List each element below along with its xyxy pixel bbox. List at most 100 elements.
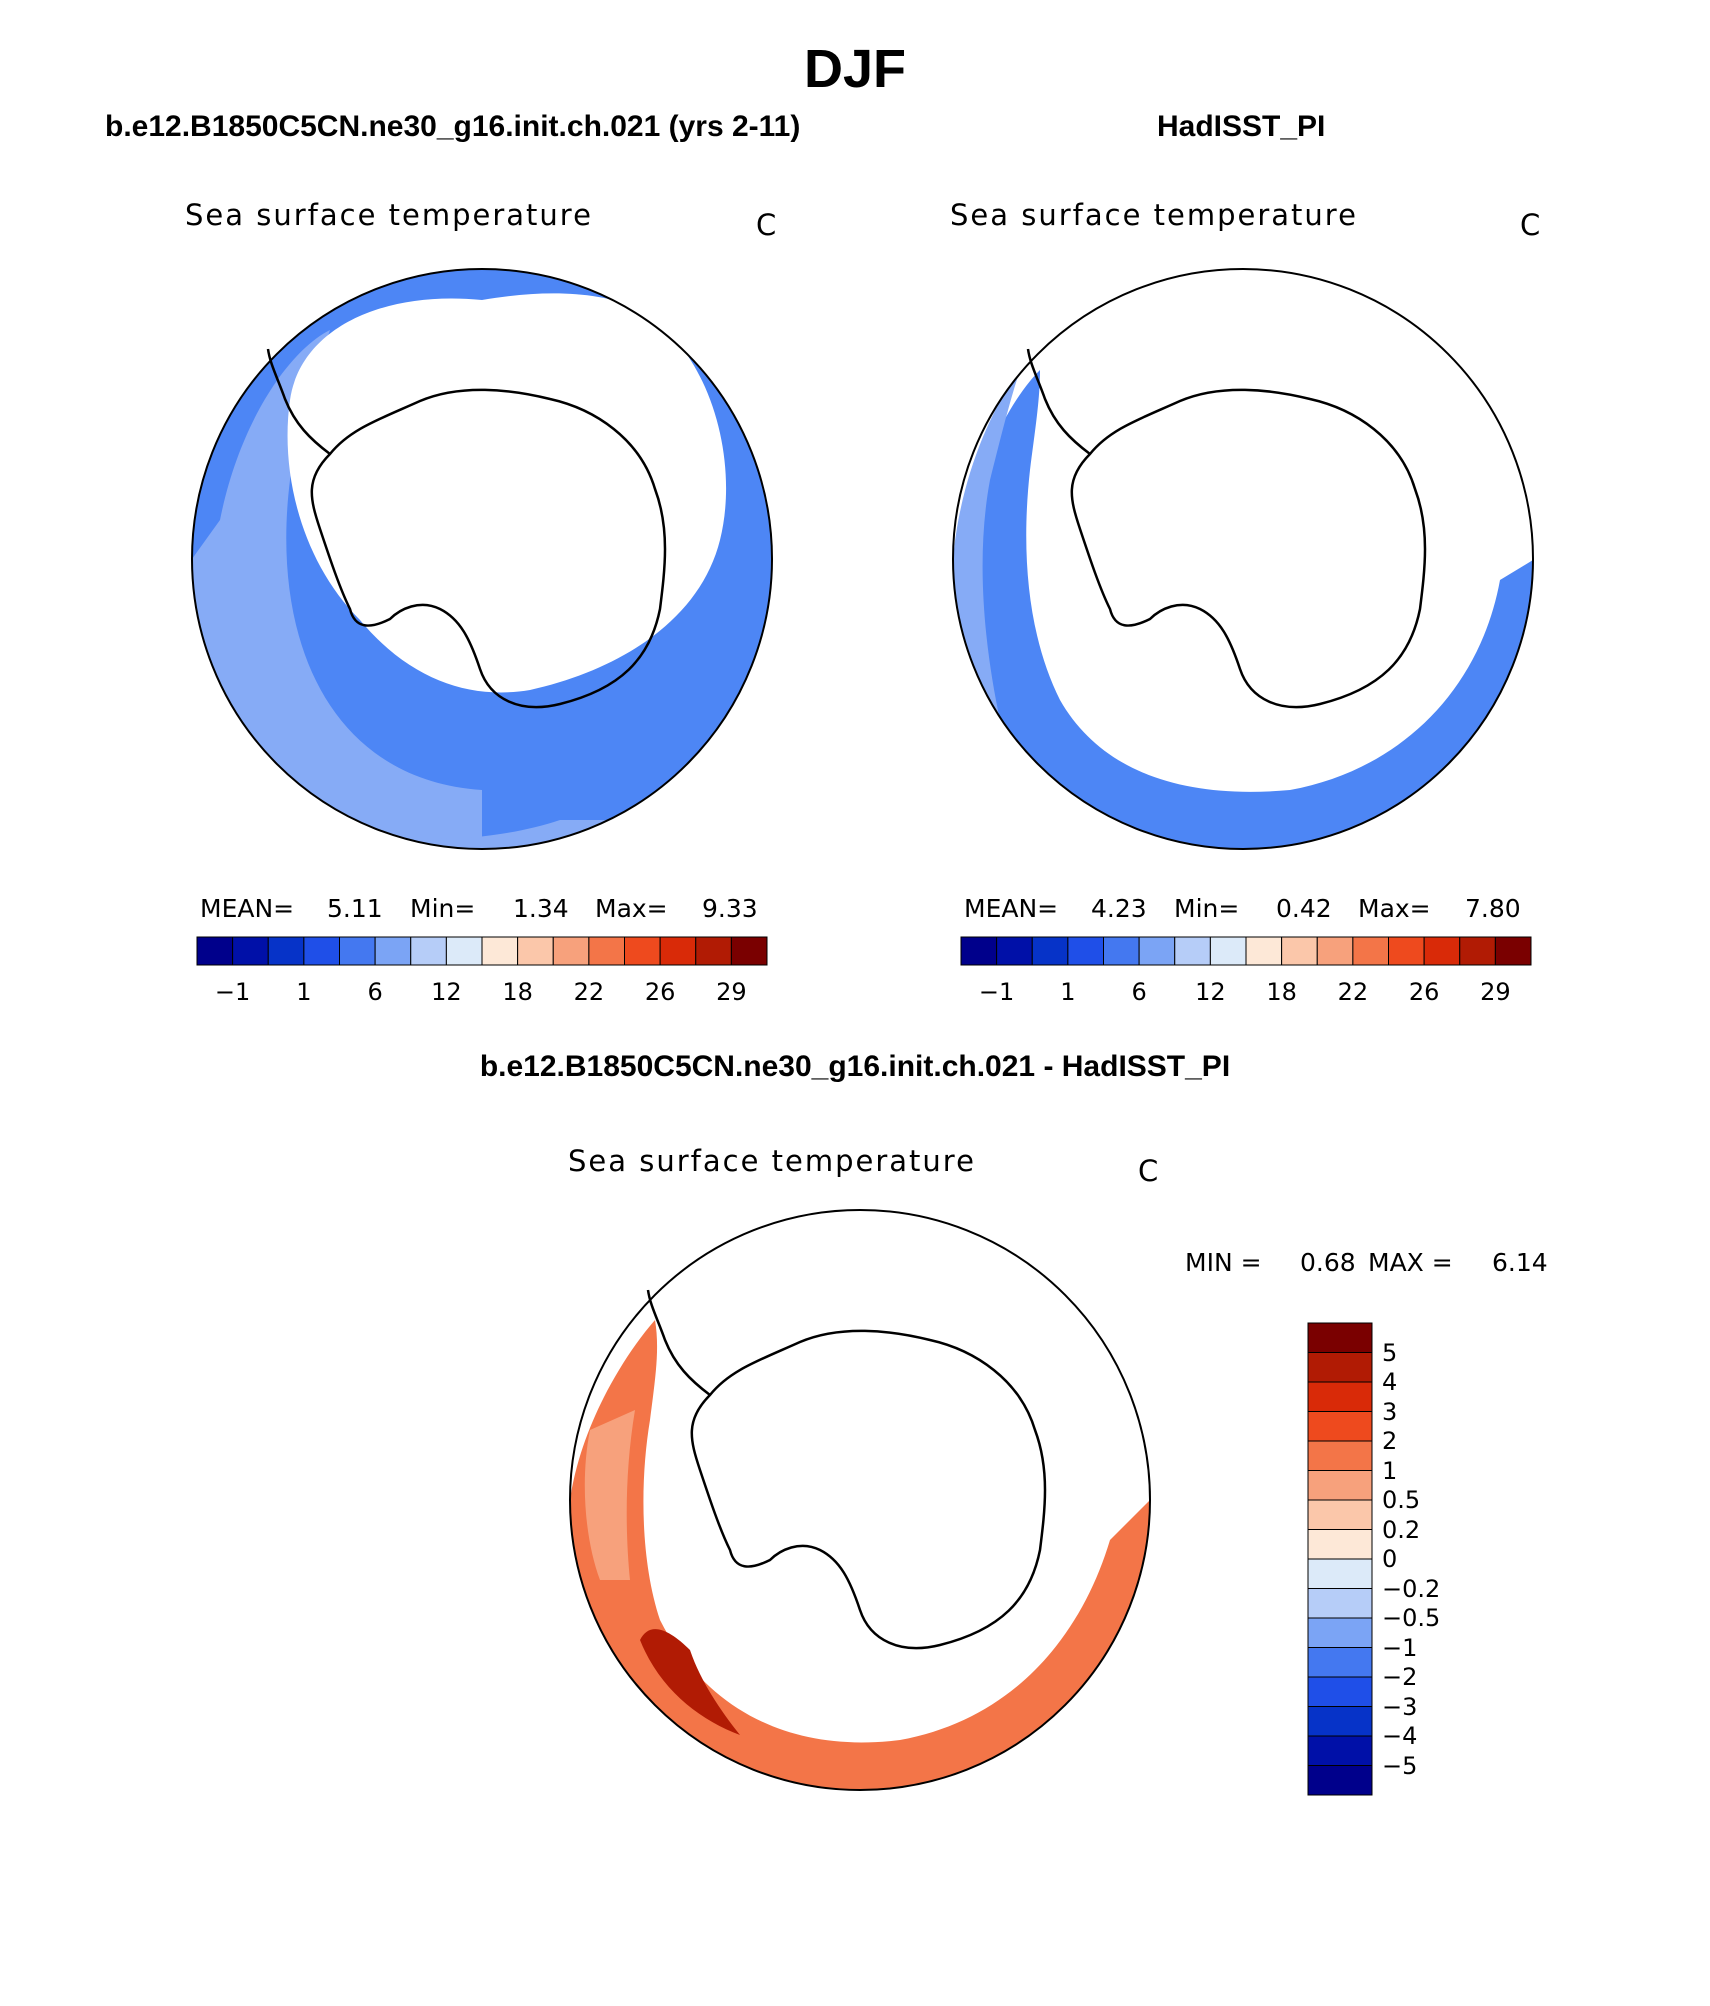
diff-panel-variable: Sea surface temperature xyxy=(568,1144,976,1178)
diff-colorbar-swatch xyxy=(1307,1676,1373,1707)
diff-map xyxy=(569,1209,1151,1791)
panel-1-colorbar-tick-label: −1 xyxy=(214,978,251,1006)
diff-colorbar-swatch xyxy=(1307,1470,1373,1501)
panel-2-colorbar-swatch xyxy=(1209,936,1247,966)
diff-colorbar-swatch xyxy=(1307,1647,1373,1678)
panel-2-cool-band xyxy=(953,370,1020,720)
diff-colorbar xyxy=(1307,1322,1373,1796)
panel-1-colorbar-swatch xyxy=(374,936,412,966)
diff-colorbar-swatch xyxy=(1307,1352,1373,1383)
diff-colorbar-tick-label: 3 xyxy=(1382,1397,1398,1426)
diff-warm-band xyxy=(570,1320,1150,1790)
panel-2-colorbar-swatch xyxy=(1423,936,1461,966)
panel-1-mean-label: MEAN= xyxy=(200,894,295,923)
panel-1-colorbar-swatch xyxy=(730,936,768,966)
diff-colorbar-swatch xyxy=(1307,1588,1373,1619)
diff-mild-band xyxy=(584,1410,635,1580)
panel-1-mean-value: 5.11 xyxy=(327,894,383,923)
panel-2-mean-label: MEAN= xyxy=(964,894,1059,923)
panel-2-colorbar-swatch xyxy=(1174,936,1211,966)
panel-1-colorbar-swatch xyxy=(588,936,625,966)
diff-colorbar-tick-label: −0.2 xyxy=(1382,1574,1441,1603)
panel-1-colorbar-swatch xyxy=(552,936,590,966)
season-title: DJF xyxy=(803,39,906,99)
panel-1-sea-ice xyxy=(287,293,727,693)
panel-2-colorbar-tick-label: 26 xyxy=(1408,978,1440,1006)
panel-2-colorbar-swatch xyxy=(1316,936,1354,966)
panel-1-colorbar-swatch xyxy=(624,936,661,966)
diff-max-label: MAX = xyxy=(1368,1248,1453,1277)
diff-min-value: 0.68 xyxy=(1300,1248,1356,1277)
diff-hot-spot xyxy=(640,1629,740,1735)
panel-2-units: C xyxy=(1520,208,1543,242)
panel-2-colorbar-swatch xyxy=(1281,936,1318,966)
diff-colorbar-swatch xyxy=(1307,1499,1373,1530)
panel-1-colorbar-swatch xyxy=(517,936,554,966)
panel-2-max-value: 7.80 xyxy=(1465,894,1521,923)
diff-colorbar-tick-label: 5 xyxy=(1382,1338,1398,1367)
panel-1-colorbar-swatch xyxy=(267,936,305,966)
diff-colorbar-swatch xyxy=(1307,1706,1373,1737)
panel-1-max-label: Max= xyxy=(595,894,668,923)
panel-2-colorbar-swatch xyxy=(1103,936,1140,966)
diff-colorbar-swatch xyxy=(1307,1617,1373,1648)
panel-2-colorbar-tick-label: −1 xyxy=(978,978,1015,1006)
diff-colorbar-swatch xyxy=(1307,1529,1373,1560)
panel-2-colorbar-tick-label: 6 xyxy=(1131,978,1147,1006)
panel-1-colorbar-swatch xyxy=(659,936,697,966)
panel-1-colorbar-tick-label: 29 xyxy=(716,978,747,1006)
diff-panel-units: C xyxy=(1138,1154,1161,1188)
panel-1-colorbar-tick-label: 26 xyxy=(644,978,676,1006)
panel-1-colorbar-swatch xyxy=(445,936,483,966)
panel-2-min-value: 0.42 xyxy=(1276,894,1332,923)
panel-2-colorbar-tick-label: 1 xyxy=(1060,978,1076,1006)
diff-panel-header: b.e12.B1850C5CN.ne30_g16.init.ch.021 - H… xyxy=(479,1050,1231,1083)
panel-1-colorbar-tick-label: 18 xyxy=(502,978,533,1006)
panel-2-sst-band xyxy=(953,370,1533,849)
panel-2-header: HadISST_PI xyxy=(1157,110,1326,143)
diff-colorbar-tick-label: −2 xyxy=(1382,1663,1418,1691)
diff-colorbar-tick-label: −1 xyxy=(1382,1633,1418,1662)
panel-1-colorbar-swatch xyxy=(695,936,732,966)
panel-1-units: C xyxy=(756,208,779,242)
diff-colorbar-tick-label: 0.2 xyxy=(1382,1515,1421,1544)
panel-2-colorbar-swatch xyxy=(1459,936,1496,966)
panel-1-colorbar-tick-label: 12 xyxy=(431,978,462,1006)
panel-1-header: b.e12.B1850C5CN.ne30_g16.init.ch.021 (yr… xyxy=(105,110,801,143)
panel-1-colorbar-swatch xyxy=(410,936,447,966)
panel-2-colorbar-swatch xyxy=(1494,936,1532,966)
panel-2-colorbar-swatch xyxy=(1388,936,1425,966)
diff-colorbar-swatch xyxy=(1307,1440,1373,1471)
panel-1-colorbar-swatch xyxy=(232,936,269,966)
diff-colorbar-swatch xyxy=(1307,1322,1373,1353)
diff-colorbar-tick-label: 1 xyxy=(1382,1456,1398,1485)
panel-1-cool-band xyxy=(192,330,482,849)
diff-colorbar-tick-label: 2 xyxy=(1382,1427,1398,1455)
diff-colorbar-swatch xyxy=(1307,1411,1373,1442)
panel-1-map xyxy=(191,268,773,850)
diff-colorbar-tick-label: −0.5 xyxy=(1382,1604,1441,1632)
panel-1-colorbar xyxy=(196,936,768,966)
panel-2-colorbar-tick-label: 22 xyxy=(1337,978,1369,1006)
panel-2-colorbar-tick-label: 12 xyxy=(1195,978,1226,1006)
diff-colorbar-tick-label: −3 xyxy=(1382,1692,1418,1721)
panel-1-colorbar-tick-label: 6 xyxy=(367,978,383,1006)
panel-2-colorbar-swatch xyxy=(996,936,1033,966)
panel-2-colorbar-swatch xyxy=(1245,936,1283,966)
panel-2-max-label: Max= xyxy=(1358,894,1431,923)
panel-1-colorbar-swatch xyxy=(196,936,234,966)
panel-1-colorbar-swatch xyxy=(339,936,376,966)
diff-colorbar-tick-label: 4 xyxy=(1382,1368,1398,1396)
diff-colorbar-tick-label: −5 xyxy=(1382,1751,1418,1780)
panel-2-variable: Sea surface temperature xyxy=(950,198,1358,232)
diff-min-label: MIN = xyxy=(1185,1248,1262,1277)
panel-1-colorbar-tick-label: 1 xyxy=(296,978,312,1006)
panel-2-colorbar-swatch xyxy=(1067,936,1104,966)
diff-colorbar-tick-label: 0.5 xyxy=(1382,1486,1421,1514)
panel-1-colorbar-swatch xyxy=(481,936,519,966)
panel-2-mean-value: 4.23 xyxy=(1091,894,1147,923)
panel-2-colorbar-tick-label: 18 xyxy=(1266,978,1297,1006)
panel-1-min-value: 1.34 xyxy=(513,894,569,923)
panel-1-colorbar-swatch xyxy=(303,936,340,966)
panel-1-max-value: 9.33 xyxy=(702,894,758,923)
